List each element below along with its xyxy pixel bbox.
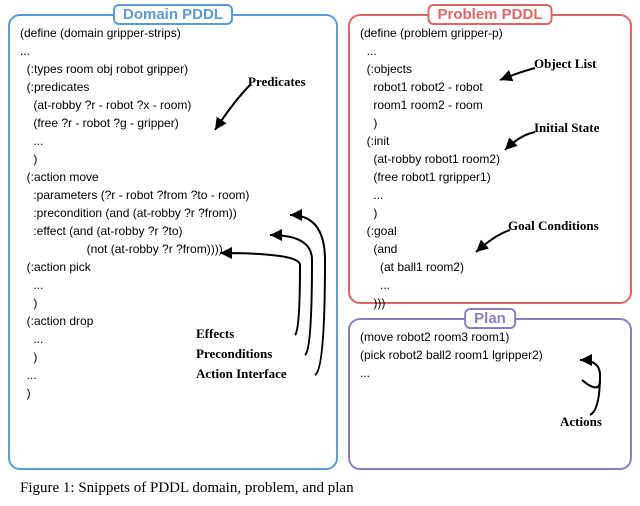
code-line: :effect (and (at-robby ?r ?to) xyxy=(20,222,326,240)
code-line: ... xyxy=(360,364,620,382)
code-line: (pick robot2 ball2 room1 lgripper2) xyxy=(360,346,620,364)
code-line: (move robot2 room3 room1) xyxy=(360,328,620,346)
annotation-initial-state: Initial State xyxy=(534,120,599,136)
code-line: (at ball1 room2) xyxy=(360,258,620,276)
annotation-goal-conditions: Goal Conditions xyxy=(508,218,599,234)
problem-title: Problem PDDL xyxy=(427,4,552,25)
code-line: robot1 robot2 - robot xyxy=(360,78,620,96)
code-line: (define (domain gripper-strips) xyxy=(20,24,326,42)
code-line: (:action drop xyxy=(20,312,326,330)
code-line: (not (at-robby ?r ?from)))) xyxy=(20,240,326,258)
code-line: (:action move xyxy=(20,168,326,186)
code-line: (free ?r - robot ?g - gripper) xyxy=(20,114,326,132)
code-line: (:action pick xyxy=(20,258,326,276)
annotation-predicates: Predicates xyxy=(248,74,306,90)
plan-box: Plan (move robot2 room3 room1) (pick rob… xyxy=(348,318,632,470)
code-line: :precondition (and (at-robby ?r ?from)) xyxy=(20,204,326,222)
code-line: ... xyxy=(20,330,326,348)
domain-title: Domain PDDL xyxy=(113,4,233,25)
annotation-effects: Effects xyxy=(196,326,234,342)
code-line: ) xyxy=(20,150,326,168)
code-line: room1 room2 - room xyxy=(360,96,620,114)
code-line: ... xyxy=(20,42,326,60)
figure-caption: Figure 1: Snippets of PDDL domain, probl… xyxy=(20,480,354,497)
code-line: ... xyxy=(360,186,620,204)
annotation-preconditions: Preconditions xyxy=(196,346,272,362)
code-line: (and xyxy=(360,240,620,258)
code-line: :parameters (?r - robot ?from ?to - room… xyxy=(20,186,326,204)
annotation-action-interface: Action Interface xyxy=(196,366,287,382)
code-line: ... xyxy=(360,276,620,294)
code-line: ) xyxy=(20,294,326,312)
code-line: (free robot1 rgripper1) xyxy=(360,168,620,186)
code-line: (at-robby robot1 room2) xyxy=(360,150,620,168)
plan-code: (move robot2 room3 room1) (pick robot2 b… xyxy=(360,328,620,382)
code-line: (define (problem gripper-p) xyxy=(360,24,620,42)
code-line: (at-robby ?r - robot ?x - room) xyxy=(20,96,326,114)
annotation-object-list: Object List xyxy=(534,56,596,72)
code-line: ) xyxy=(20,348,326,366)
plan-title: Plan xyxy=(464,308,516,329)
code-line: ... xyxy=(20,276,326,294)
code-line: ) xyxy=(20,384,326,402)
code-line: ... xyxy=(20,132,326,150)
annotation-actions: Actions xyxy=(560,414,602,430)
